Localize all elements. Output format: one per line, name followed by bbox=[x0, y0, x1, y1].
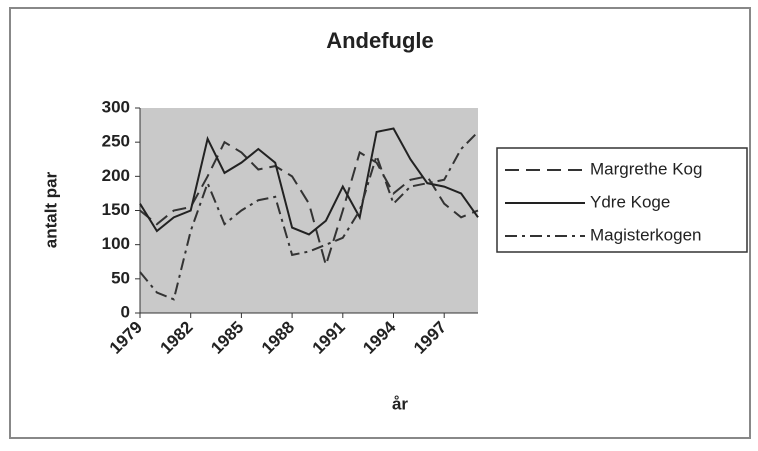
series-line bbox=[139, 127, 479, 236]
y-tick-label: 250 bbox=[102, 132, 130, 151]
y-tick-label: 100 bbox=[102, 234, 130, 253]
legend-label: Margrethe Kog bbox=[590, 159, 702, 178]
y-tick-label: 200 bbox=[102, 166, 130, 185]
legend-label: Ydre Koge bbox=[590, 192, 670, 211]
y-tick-label: 0 bbox=[121, 302, 130, 321]
plot-area bbox=[140, 108, 478, 313]
series-line bbox=[139, 140, 479, 269]
series-line bbox=[139, 131, 479, 301]
y-tick-label: 300 bbox=[102, 97, 130, 116]
x-axis-label: år bbox=[392, 394, 408, 413]
y-tick-label: 150 bbox=[102, 200, 130, 219]
legend bbox=[496, 147, 748, 253]
y-tick-label: 50 bbox=[111, 268, 130, 287]
y-axis-label: antalt par bbox=[41, 171, 60, 248]
chart-title: Andefugle bbox=[326, 28, 434, 53]
legend-label: Magisterkogen bbox=[590, 225, 702, 244]
